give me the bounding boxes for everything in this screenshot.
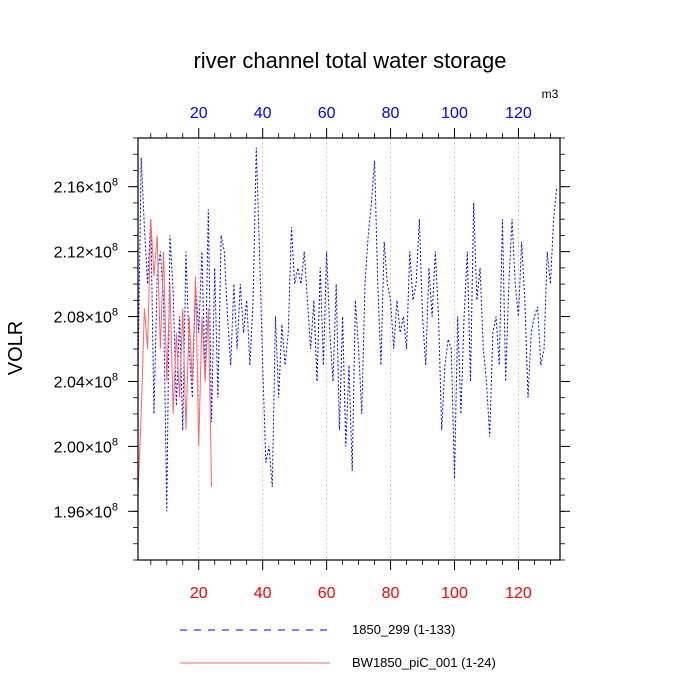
x-tick-label-top: 20 bbox=[190, 105, 208, 122]
x-tick-label-bottom: 40 bbox=[254, 585, 272, 602]
x-tick-label-top: 100 bbox=[441, 105, 468, 122]
chart-title: river channel total water storage bbox=[193, 48, 506, 73]
x-tick-label-top: 80 bbox=[382, 105, 400, 122]
units-label: m3 bbox=[542, 87, 559, 101]
series-group bbox=[137, 147, 558, 512]
y-tick-label: 1.96×108 bbox=[54, 501, 118, 521]
x-tick-label-top: 60 bbox=[318, 105, 336, 122]
x-tick-label-top: 120 bbox=[505, 105, 532, 122]
grid-lines bbox=[198, 138, 519, 560]
x-tick-label-bottom: 100 bbox=[441, 585, 468, 602]
y-tick-label: 2.00×108 bbox=[54, 436, 118, 456]
series-line-2 bbox=[137, 219, 213, 496]
legend-label-2: BW1850_piC_001 (1-24) bbox=[352, 655, 496, 670]
y-tick-label: 2.16×108 bbox=[54, 177, 118, 197]
y-tick-label: 2.04×108 bbox=[54, 371, 118, 391]
legend: 1850_299 (1-133) BW1850_piC_001 (1-24) bbox=[180, 622, 496, 670]
x-tick-label-bottom: 120 bbox=[505, 585, 532, 602]
series-line-1 bbox=[137, 147, 558, 512]
x-tick-label-bottom: 60 bbox=[318, 585, 336, 602]
y-tick-label: 2.12×108 bbox=[54, 242, 118, 262]
x-tick-label-bottom: 80 bbox=[382, 585, 400, 602]
x-tick-label-bottom: 20 bbox=[190, 585, 208, 602]
y-axis-label: VOLR bbox=[5, 321, 27, 375]
x-tick-label-top: 40 bbox=[254, 105, 272, 122]
axis-ticks: 20 20 40 40 60 60 80 80 100 100 120 120 1.96×108 2.00… bbox=[54, 105, 570, 602]
legend-label-1: 1850_299 (1-133) bbox=[352, 622, 455, 637]
y-tick-label: 2.08×108 bbox=[54, 307, 118, 327]
